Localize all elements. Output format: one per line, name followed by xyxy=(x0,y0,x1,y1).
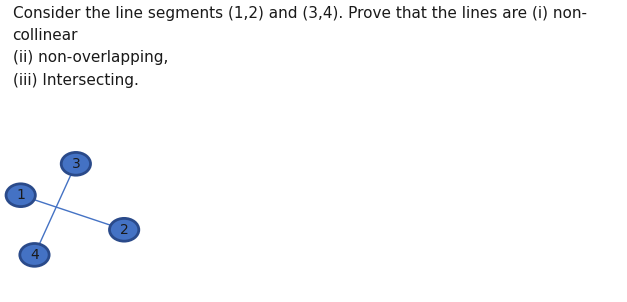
Text: 3: 3 xyxy=(71,157,80,171)
Text: 4: 4 xyxy=(30,248,39,262)
Text: 1: 1 xyxy=(16,188,25,202)
Ellipse shape xyxy=(6,184,35,207)
Text: 2: 2 xyxy=(120,223,129,237)
Ellipse shape xyxy=(110,218,139,241)
Text: Consider the line segments (1,2) and (3,4). Prove that the lines are (i) non-
co: Consider the line segments (1,2) and (3,… xyxy=(13,6,586,88)
Ellipse shape xyxy=(61,153,90,175)
Ellipse shape xyxy=(20,243,49,266)
